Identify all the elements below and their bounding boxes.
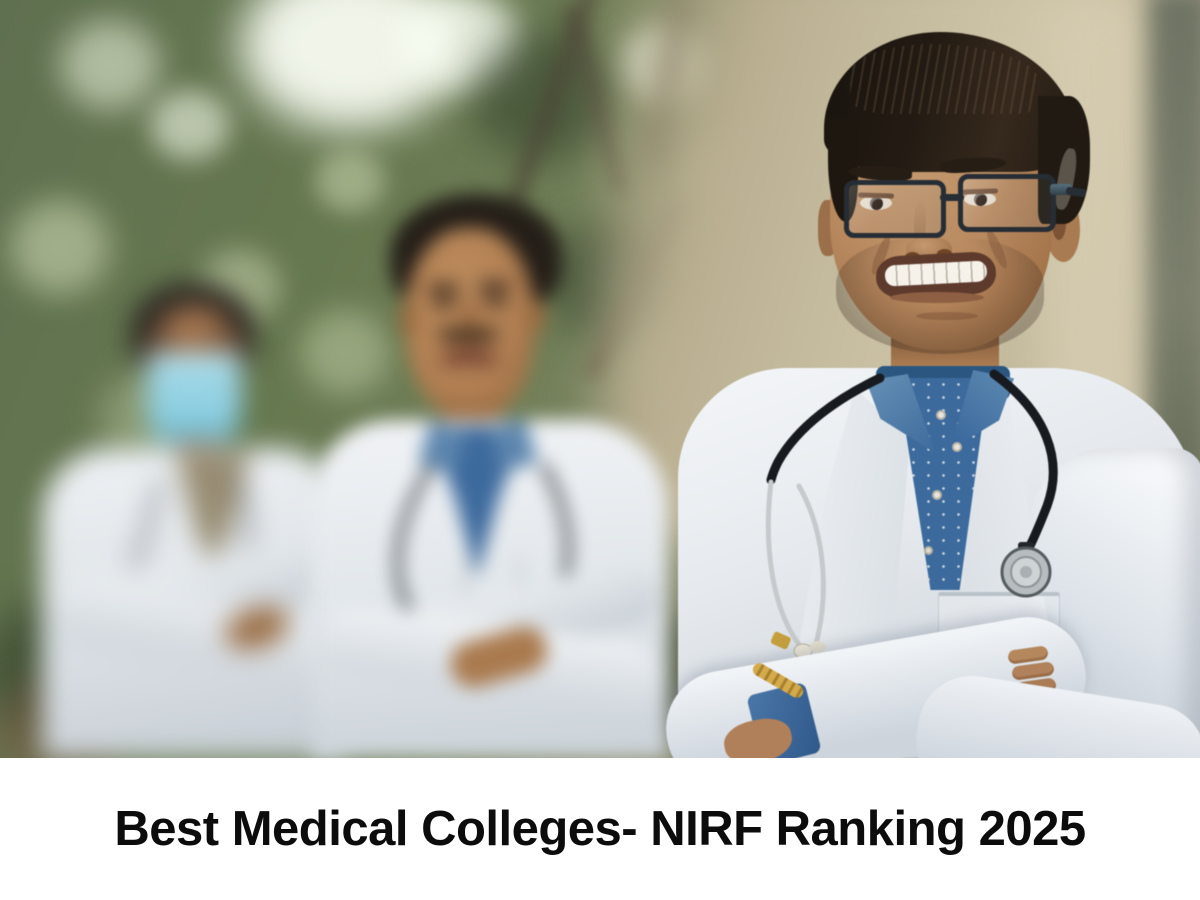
glasses-hinge [1050,184,1072,195]
ear [529,300,545,334]
doctor-right-focus [656,32,1200,758]
eye [203,338,229,348]
caption-title: Best Medical Colleges- NIRF Ranking 2025 [114,802,1086,856]
lower-lip [890,292,984,303]
chin-crease [916,312,978,320]
shirt-button [952,442,962,452]
eye [432,299,456,308]
smile [441,350,497,366]
eyebrow [428,284,460,293]
mustache [439,328,497,341]
iris [974,193,987,206]
teeth [884,260,988,287]
doctor-left-masked [42,283,344,758]
shirt-button [932,490,942,500]
hair-side [1038,96,1090,224]
eyebrow [478,282,510,291]
surgical-mask [147,352,241,450]
shirt-button [924,546,933,555]
hair-highlight [850,44,1040,114]
shirt-button [936,410,946,420]
iris [870,197,883,210]
glasses-left-lens [844,180,946,238]
ear [399,302,415,336]
doctors-photo [0,0,1200,758]
eye [155,340,181,350]
glasses-right-lens [958,174,1056,232]
eye [483,297,507,306]
caption-banner: Best Medical Colleges- NIRF Ranking 2025 [0,758,1200,900]
glasses-bridge [940,194,964,201]
